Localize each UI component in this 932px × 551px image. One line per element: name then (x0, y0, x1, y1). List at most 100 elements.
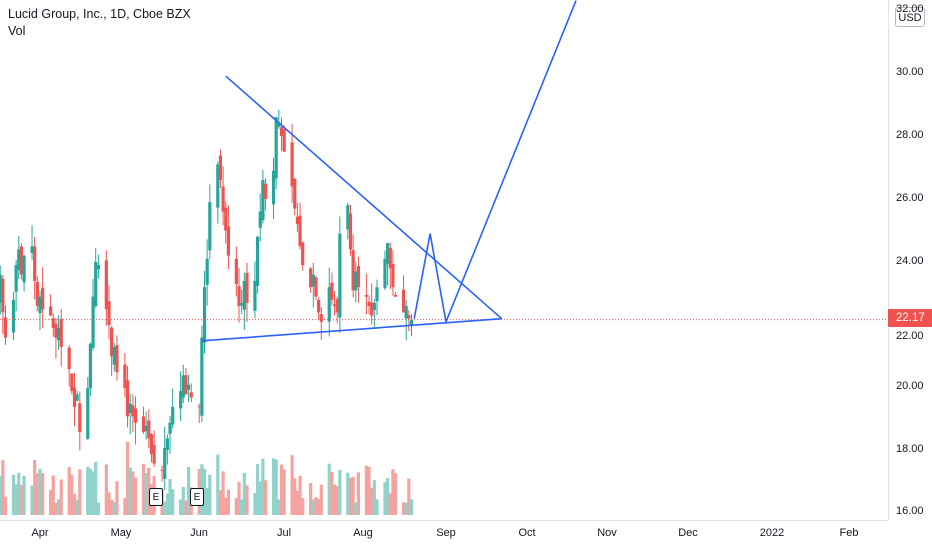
candle-body (237, 286, 241, 307)
candle-body (242, 280, 246, 310)
volume-bar (202, 468, 207, 515)
candle-body (290, 142, 294, 187)
candle-body (67, 347, 71, 370)
candle-body (367, 301, 371, 307)
candle-body (54, 323, 58, 338)
earnings-marker[interactable]: E (190, 488, 204, 506)
candle-body (258, 211, 262, 228)
price-axis[interactable] (888, 0, 932, 520)
candle-body (86, 388, 90, 439)
volume-bar (86, 466, 90, 515)
volume-bar (351, 476, 355, 515)
candle-body (393, 294, 398, 297)
volume-bar (88, 468, 93, 515)
volume-bar (375, 499, 379, 515)
volume-bar (147, 467, 151, 515)
currency-button[interactable]: USD (895, 7, 925, 27)
candle-body (94, 262, 98, 307)
time-axis[interactable] (0, 520, 888, 551)
volume-bar (115, 481, 119, 515)
candle-body (351, 250, 355, 291)
candle-body (179, 391, 183, 409)
candle-body (91, 296, 95, 348)
volume-bar (245, 485, 249, 515)
candle-body (226, 226, 231, 256)
candle-body (271, 170, 276, 205)
volume-label[interactable]: Vol (8, 24, 26, 38)
volume-bar (91, 471, 95, 515)
candle-body (133, 408, 138, 423)
price-tick-16: 16.00 (896, 505, 924, 517)
volume-bar (335, 486, 339, 515)
volume-bar (401, 502, 406, 515)
time-tick-jun: Jun (190, 527, 208, 539)
candle-body (147, 420, 151, 439)
volume-bar (133, 477, 138, 515)
volume-bar (224, 497, 228, 515)
volume-bar (3, 496, 8, 515)
candle-body (0, 274, 2, 303)
volume-bar (295, 491, 299, 515)
volume-bar (330, 471, 334, 515)
volume-bar (221, 471, 225, 515)
candle-body (391, 264, 395, 288)
candle-body (354, 271, 358, 291)
volume-bar (30, 485, 34, 515)
candle-body (75, 394, 79, 401)
symbol-title[interactable]: Lucid Group, Inc., 1D, Cboe BZX (8, 7, 191, 21)
candle-body (1, 278, 5, 313)
candle-body (356, 266, 361, 288)
candle-body (56, 328, 61, 341)
candle-body (128, 403, 132, 413)
volume-bar (22, 475, 26, 515)
candle-body (197, 406, 201, 408)
volume-bar (125, 441, 130, 515)
candle-body (59, 318, 63, 348)
volume-bar (258, 481, 262, 515)
earnings-marker[interactable]: E (149, 488, 163, 506)
volume-bar (263, 480, 268, 515)
volume-bar (319, 484, 323, 515)
volume-bar (59, 479, 63, 515)
candle-body (11, 299, 16, 333)
volume-bar (168, 479, 172, 515)
candle-body (240, 302, 244, 306)
volume-bar (218, 490, 223, 515)
time-tick-may: May (110, 527, 132, 539)
candle-body (279, 127, 284, 136)
candle-body (375, 287, 379, 302)
candle-body (335, 299, 339, 313)
candle-body (364, 295, 368, 297)
time-tick-dec: Dec (678, 527, 698, 539)
time-tick-sep: Sep (436, 527, 456, 539)
candle-body (404, 306, 408, 319)
volume-bar (255, 464, 260, 515)
volume-bar (35, 473, 39, 515)
volume-bar (104, 464, 108, 515)
volume-bar (110, 499, 114, 515)
candle-body (78, 403, 82, 433)
candle-body (372, 302, 376, 311)
volume-bar (367, 466, 371, 515)
price-tick-18: 18.00 (896, 443, 924, 455)
volume-bar (181, 486, 185, 515)
candle-body (330, 282, 334, 300)
price-tick-26: 26.00 (896, 192, 924, 204)
candle-body (72, 387, 77, 407)
volume-bar (216, 454, 220, 515)
candle-body (301, 242, 305, 266)
candle-body (348, 213, 353, 250)
candle-body (171, 406, 175, 425)
volume-bar (311, 499, 315, 515)
volume-bar (56, 499, 61, 515)
volume-bar (277, 499, 281, 515)
candle-body (409, 319, 414, 326)
volume-bar (17, 472, 21, 515)
candle-body (125, 380, 130, 417)
volume-bar (314, 497, 318, 515)
volume-bar (14, 484, 18, 515)
candle-body (282, 128, 286, 152)
candle-body (309, 268, 313, 288)
